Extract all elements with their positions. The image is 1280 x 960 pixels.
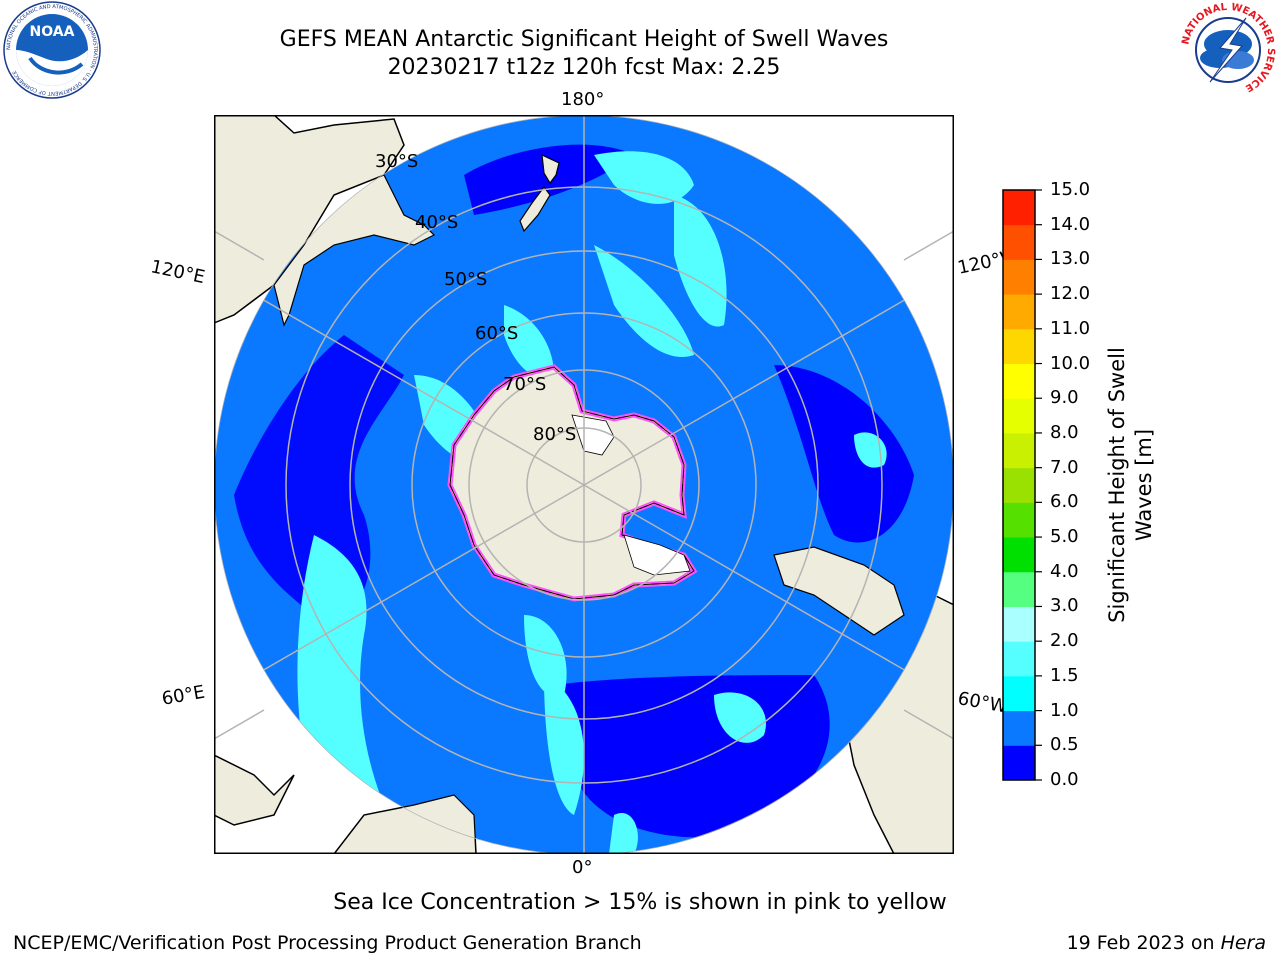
colorbar-tick-label: 1.0 [1050, 699, 1079, 721]
colorbar-segment [1003, 467, 1035, 503]
colorbar-label-line2: Waves [m] [1132, 428, 1156, 542]
map-subtitle: 20230217 t12z 120h fcst Max: 2.25 [387, 55, 781, 80]
colorbar-segment [1003, 432, 1035, 469]
map-panel [214, 115, 954, 854]
colorbar-tick-label: 0.0 [1050, 769, 1079, 790]
colorbar-segment [1003, 675, 1035, 712]
noaa-logo: NOAA NATIONAL OCEANIC AND ATMOSPHERIC AD… [3, 1, 101, 99]
colorbar-segment [1003, 294, 1035, 330]
footer-host: Hera [1220, 932, 1266, 954]
graticule [214, 115, 954, 854]
colorbar-tick-label: 14.0 [1050, 213, 1091, 235]
lat-label-40s: 40°S [415, 212, 459, 233]
lon-label-120e: 120°E [148, 256, 207, 289]
lat-label-60s: 60°S [475, 323, 519, 344]
lon-label-60w: 60°W [956, 688, 1009, 718]
colorbar-tick-label: 11.0 [1050, 317, 1091, 339]
footer-credit: NCEP/EMC/Verification Post Processing Pr… [13, 932, 642, 954]
colorbar-segment [1003, 259, 1035, 295]
lon-label-60e: 60°E [160, 681, 207, 710]
lon-label-0: 0° [572, 857, 593, 878]
colorbar-label-line1: Significant Height of Swell [1105, 347, 1129, 623]
colorbar-tick-label: 13.0 [1050, 248, 1091, 270]
colorbar-tick-label: 1.5 [1050, 664, 1079, 686]
colorbar-tick-label: 12.0 [1050, 283, 1091, 305]
colorbar-label: Significant Height of Swell Waves [m] [1105, 347, 1165, 623]
colorbar-segment [1003, 745, 1035, 781]
colorbar-tick-label: 15.0 [1050, 179, 1091, 200]
swell-field [214, 115, 954, 854]
colorbar-segment [1003, 224, 1035, 260]
colorbar-tick-label: 0.5 [1050, 734, 1079, 756]
colorbar-segment [1003, 710, 1035, 746]
colorbar-segment [1003, 363, 1035, 399]
colorbar-segment [1003, 571, 1035, 607]
lat-label-70s: 70°S [503, 374, 547, 395]
colorbar-tick-label: 9.0 [1050, 387, 1079, 409]
map-title: GEFS MEAN Antarctic Significant Height o… [279, 27, 889, 52]
lat-label-30s: 30°S [375, 151, 419, 172]
colorbar-segment [1003, 537, 1035, 573]
colorbar-segment [1003, 328, 1035, 365]
footer-date: 19 Feb 2023 on Hera [1067, 932, 1266, 954]
colorbar [1002, 189, 1042, 781]
colorbar-tick-label: 8.0 [1050, 421, 1079, 443]
colorbar-tick-label: 2.0 [1050, 630, 1079, 652]
lat-label-50s: 50°S [444, 269, 488, 290]
colorbar-tick-label: 3.0 [1050, 595, 1079, 617]
colorbar-tick-label: 10.0 [1050, 352, 1091, 374]
antarctica [447, 364, 698, 602]
footer-date-text: 19 Feb 2023 on [1066, 932, 1221, 954]
lat-label-80s: 80°S [533, 424, 577, 445]
lon-label-180: 180° [561, 89, 605, 110]
nws-logo: NATIONAL WEATHER SERVICE [1180, 2, 1276, 98]
colorbar-segment [1003, 606, 1035, 642]
colorbar-segment [1003, 190, 1035, 226]
noaa-logo-text: NOAA [30, 24, 75, 40]
colorbar-segment [1003, 502, 1035, 538]
colorbar-tick-label: 4.0 [1050, 560, 1079, 582]
colorbar-tick-label: 7.0 [1050, 456, 1079, 478]
sea-ice-note: Sea Ice Concentration > 15% is shown in … [333, 890, 947, 915]
colorbar-tick-label: 5.0 [1050, 526, 1079, 548]
colorbar-segment [1003, 641, 1035, 677]
colorbar-segment [1003, 398, 1035, 434]
colorbar-tick-label: 6.0 [1050, 491, 1079, 513]
